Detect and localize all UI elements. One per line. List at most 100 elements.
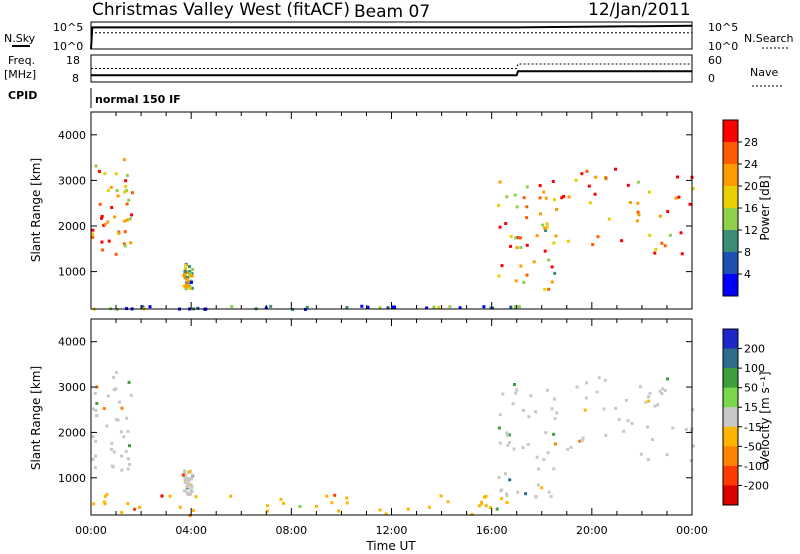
echo-cell <box>498 413 502 417</box>
echo-cell <box>115 371 118 374</box>
echo-cell <box>555 411 559 415</box>
echo-cell <box>596 235 600 239</box>
echo-cell <box>513 193 517 197</box>
echo-cell <box>553 271 557 275</box>
echo-cell <box>93 466 97 470</box>
echo-cell <box>614 406 618 410</box>
colorbar-tick-label: 20 <box>744 180 758 193</box>
echo-cell <box>378 306 382 310</box>
nave-label: Nave <box>750 66 778 79</box>
echo-cell <box>630 422 634 425</box>
velocity-x-ticks <box>90 319 693 515</box>
echo-cell <box>550 265 554 269</box>
colorbar-tick-label: 28 <box>744 136 758 149</box>
colorbar-tick-label: 200 <box>744 343 765 356</box>
echo-cell <box>648 391 652 395</box>
echo-cell <box>113 215 117 219</box>
power-y-label: Slant Range [km] <box>29 158 43 262</box>
colorbar-tick-label: 100 <box>744 362 765 375</box>
echo-cell <box>489 306 493 310</box>
echo-cell <box>597 376 601 380</box>
cpid-label: CPID <box>8 89 37 102</box>
echo-cell <box>488 506 492 510</box>
echo-cell <box>689 459 693 463</box>
echo-cell <box>535 455 539 459</box>
echo-cell <box>545 388 549 392</box>
echo-cell <box>545 222 549 226</box>
echo-cell <box>124 189 128 192</box>
time-tick-label: 04:00 <box>175 524 207 537</box>
echo-cell <box>123 244 127 248</box>
echo-cell <box>546 451 550 455</box>
echo-cell <box>109 185 113 189</box>
echo-cell <box>550 280 554 284</box>
echo-cell <box>646 425 650 429</box>
echo-cell <box>647 395 650 399</box>
echo-cell <box>684 427 688 431</box>
echo-cell <box>91 232 95 236</box>
echo-cell <box>110 441 114 445</box>
echo-cell <box>515 388 519 392</box>
echo-cell <box>194 495 198 499</box>
echo-cell <box>514 236 518 240</box>
echo-cell <box>584 396 588 400</box>
freq-label: Freq. <box>8 54 35 67</box>
freq-unit-label: [MHz] <box>4 68 36 81</box>
echo-cell <box>127 198 131 202</box>
echo-cell <box>527 415 531 419</box>
echo-cell <box>102 407 106 411</box>
echo-cell <box>482 495 486 499</box>
colorbar-tick-label: 4 <box>744 268 751 281</box>
echo-cell <box>186 476 190 480</box>
echo-cell <box>91 457 95 461</box>
echo-cell <box>644 400 648 404</box>
echo-cell <box>345 496 349 500</box>
echo-cell <box>648 233 652 237</box>
echo-cell <box>547 258 551 262</box>
nave-tick-high: 60 <box>708 54 722 67</box>
echo-cell <box>581 436 585 440</box>
echo-cell <box>188 269 192 273</box>
beam-label: Beam 07 <box>354 2 430 22</box>
echo-cell <box>511 402 515 406</box>
colorbar-swatch <box>723 348 738 369</box>
echo-cell <box>101 248 105 252</box>
echo-cell <box>585 169 589 173</box>
echo-cell <box>458 306 462 310</box>
echo-cell <box>107 239 111 243</box>
echo-cell <box>141 305 145 309</box>
echo-cell <box>551 180 555 183</box>
echo-cell <box>665 453 669 457</box>
echo-cell <box>337 509 341 513</box>
echo-cell <box>184 287 188 291</box>
echo-cell <box>583 408 587 412</box>
echo-cell <box>183 273 187 276</box>
echo-cell <box>501 392 505 396</box>
range-tick-label: 4000 <box>58 129 86 142</box>
echo-cell <box>187 491 191 495</box>
echo-cell <box>269 304 273 308</box>
velocity-y-label: Slant Range [km] <box>29 366 43 470</box>
colorbar-swatch <box>723 368 738 389</box>
echo-cell <box>617 418 621 422</box>
noise-tick-low-right: 10^0 <box>708 40 738 53</box>
echo-cell <box>126 457 130 461</box>
echo-cell <box>129 241 133 245</box>
echo-cell <box>124 184 128 188</box>
echo-cell <box>95 401 99 405</box>
echo-cell <box>125 174 129 177</box>
echo-cell <box>106 220 110 224</box>
echo-cell <box>691 408 695 412</box>
echo-cell <box>190 485 194 489</box>
echo-cell <box>100 240 104 244</box>
echo-cell <box>184 475 188 478</box>
echo-cell <box>184 263 188 267</box>
echo-cell <box>679 231 683 235</box>
echo-cell <box>484 494 488 498</box>
echo-cell <box>305 305 309 309</box>
echo-cell <box>148 305 152 309</box>
echo-cell <box>119 430 123 434</box>
time-tick-label: 00:00 <box>676 524 708 537</box>
echo-cell <box>671 426 675 430</box>
echo-cell <box>555 207 559 211</box>
